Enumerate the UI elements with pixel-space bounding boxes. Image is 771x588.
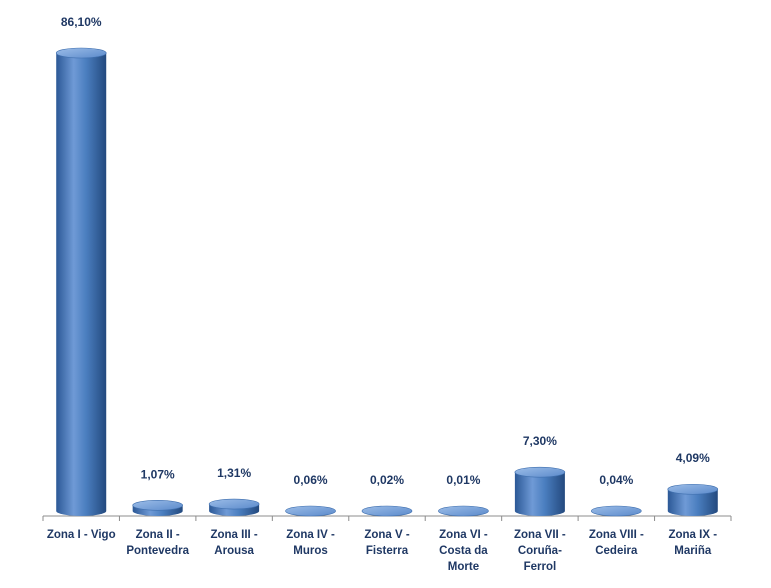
bar bbox=[591, 505, 642, 517]
bar bbox=[514, 466, 566, 516]
category-label: Zona VIII -Cedeira bbox=[589, 529, 644, 557]
bar-top-cap bbox=[438, 505, 489, 517]
bar-top-cap bbox=[55, 47, 107, 59]
category-label: Zona I - Vigo bbox=[47, 529, 116, 541]
bar-top-cap bbox=[667, 483, 719, 495]
bar-top-cap bbox=[514, 466, 566, 478]
category-labels: Zona I - Vigo Zona II -Pontevedra Zona III… bbox=[47, 529, 717, 573]
bar-top-cap bbox=[361, 505, 413, 517]
bar bbox=[55, 47, 107, 516]
bar bbox=[361, 505, 413, 517]
data-label: 0,04% bbox=[599, 473, 633, 487]
data-label: 7,30% bbox=[523, 434, 557, 448]
category-label: Zona IV -Muros bbox=[286, 529, 335, 557]
category-label: Zona II -Pontevedra bbox=[126, 529, 189, 557]
bar-top-cap bbox=[285, 505, 336, 517]
bar-body bbox=[514, 472, 565, 516]
bars-layer bbox=[55, 47, 719, 517]
axis-layer bbox=[42, 515, 732, 521]
data-label: 1,31% bbox=[217, 466, 251, 480]
bar bbox=[132, 500, 183, 516]
bar-top-cap bbox=[132, 500, 183, 511]
bar-body bbox=[56, 53, 107, 516]
bar-top-cap bbox=[591, 505, 642, 517]
bar-body bbox=[667, 489, 718, 516]
data-label: 86,10% bbox=[61, 15, 102, 29]
bar bbox=[285, 505, 336, 517]
data-label: 0,02% bbox=[370, 473, 404, 487]
data-label: 1,07% bbox=[141, 467, 175, 481]
labels-layer: 86,10% 1,07% 1,31% 0,06% 0,02% 0,01% 7,30% 0,04… bbox=[61, 15, 710, 487]
data-label: 4,09% bbox=[676, 451, 710, 465]
bar bbox=[667, 483, 719, 516]
category-label: Zona V -Fisterra bbox=[364, 529, 410, 557]
category-label: Zona III -Arousa bbox=[210, 529, 257, 557]
category-label: Zona IX -Mariña bbox=[668, 529, 717, 557]
bar-top-cap bbox=[208, 498, 260, 510]
bar bbox=[438, 505, 489, 517]
bar bbox=[208, 498, 260, 516]
category-label: Zona VI -Costa da Morte bbox=[439, 529, 488, 573]
data-label: 0,01% bbox=[446, 473, 480, 487]
category-label: Zona VII -Coruña-Ferrol bbox=[514, 529, 566, 573]
data-label: 0,06% bbox=[294, 473, 328, 487]
